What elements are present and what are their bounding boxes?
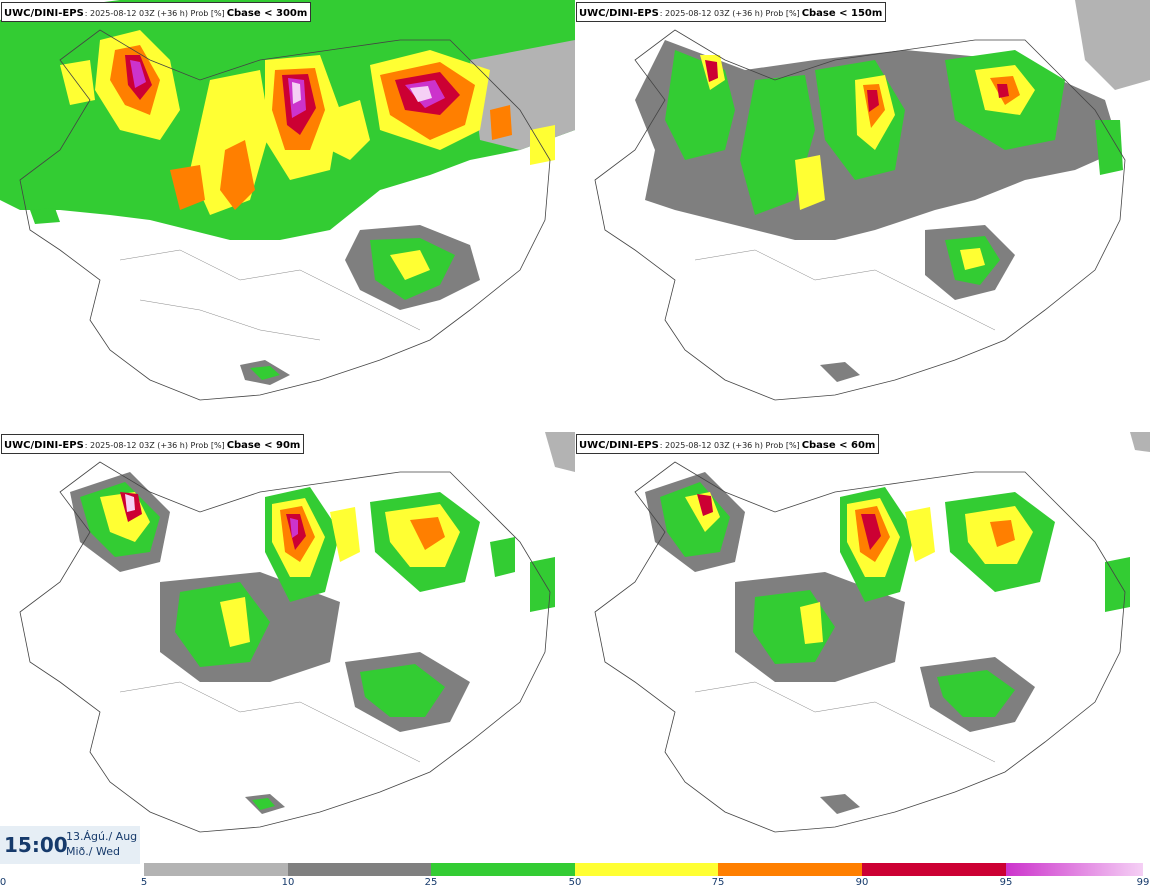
panel-title: UWC/DINI-EPS: 2025-08-12 03Z (+36 h) Pro… [1, 2, 312, 22]
valid-date-line2: Mið./ Wed [66, 845, 120, 858]
probability-map-90m [19, 432, 575, 833]
panel-title: UWC/DINI-EPS: 2025-08-12 03Z (+36 h) Pro… [1, 434, 305, 454]
model-name: UWC/DINI-EPS [4, 440, 84, 451]
legend-tick-label: 5 [140, 877, 148, 888]
valid-time: 15:00 [4, 833, 68, 857]
legend-segment-50-75 [575, 863, 718, 876]
colour-legend-bar [144, 863, 1150, 876]
legend-segment-75-90 [718, 863, 862, 876]
run-info: : 2025-08-12 03Z (+36 h) Prob [%] [84, 9, 225, 18]
field-name: Cbase < 300m [226, 8, 308, 19]
valid-time-box [0, 826, 140, 864]
field-name: Cbase < 90m [226, 440, 301, 451]
panel-title: UWC/DINI-EPS: 2025-08-12 03Z (+36 h) Pro… [576, 2, 887, 22]
legend-tick-label: 50 [568, 877, 582, 888]
legend-segment-90-95 [862, 863, 1006, 876]
legend-tick-label: 99 [1136, 877, 1150, 888]
probability-map-60m [594, 432, 1150, 833]
legend-segment-10-25 [288, 863, 431, 876]
legend-tick-label: 10 [281, 877, 295, 888]
legend-segment-95-99 [1006, 863, 1143, 876]
probability-map-300m [0, 0, 575, 401]
legend-tick-label: 75 [711, 877, 725, 888]
run-info: : 2025-08-12 03Z (+36 h) Prob [%] [84, 441, 225, 450]
valid-date-line1: 13.Ágú./ Aug [66, 830, 138, 843]
run-info: : 2025-08-12 03Z (+36 h) Prob [%] [659, 441, 800, 450]
map-panel-90m: UWC/DINI-EPS: 2025-08-12 03Z (+36 h) Pro… [0, 432, 575, 864]
model-name: UWC/DINI-EPS [579, 8, 659, 19]
field-name: Cbase < 150m [801, 8, 883, 19]
legend-segment-25-50 [431, 863, 575, 876]
map-panel-150m: UWC/DINI-EPS: 2025-08-12 03Z (+36 h) Pro… [575, 0, 1150, 432]
field-name: Cbase < 60m [801, 440, 876, 451]
map-panel-60m: UWC/DINI-EPS: 2025-08-12 03Z (+36 h) Pro… [575, 432, 1150, 864]
legend-tick-label: 0 [0, 877, 7, 888]
probability-map-150m [594, 0, 1150, 401]
legend-segment-5-10 [144, 863, 288, 876]
model-name: UWC/DINI-EPS [4, 8, 84, 19]
legend-tick-label: 25 [424, 877, 438, 888]
map-panel-300m: UWC/DINI-EPS: 2025-08-12 03Z (+36 h) Pro… [0, 0, 575, 432]
panel-title: UWC/DINI-EPS: 2025-08-12 03Z (+36 h) Pro… [576, 434, 880, 454]
legend-tick-label: 90 [855, 877, 869, 888]
legend-tick-label: 95 [999, 877, 1013, 888]
model-name: UWC/DINI-EPS [579, 440, 659, 451]
run-info: : 2025-08-12 03Z (+36 h) Prob [%] [659, 9, 800, 18]
